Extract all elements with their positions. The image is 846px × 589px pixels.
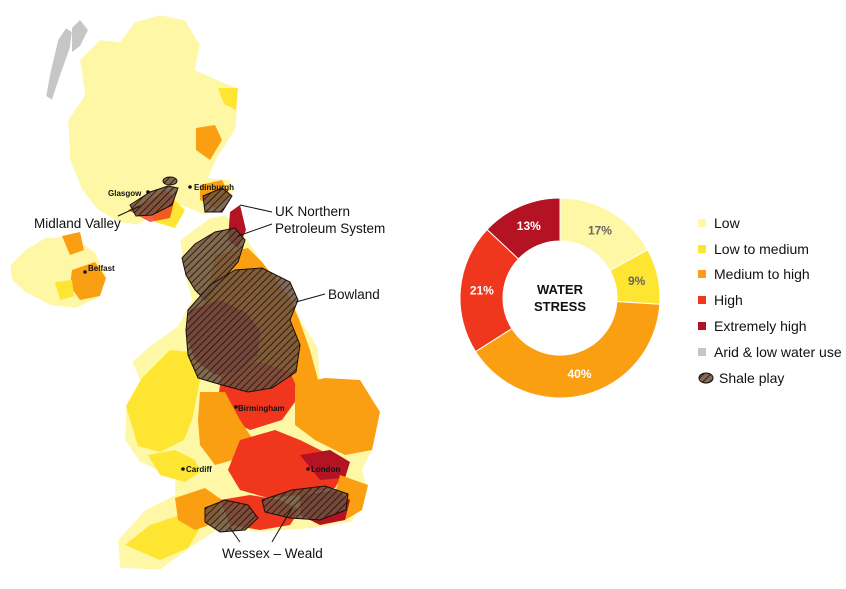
donut-label-low: 17% [588,223,612,237]
label-northern-petroleum-line1: UK Northern [275,204,350,219]
legend-item: Low to medium [698,236,842,262]
donut-slice-medium-to-high [474,301,661,399]
leader-northern-petroleum-1 [239,204,273,213]
region-ni-yellow [55,280,74,300]
label-bowland: Bowland [328,287,380,302]
legend-item-shale-play: Shale play [698,365,842,391]
shale-play-northern-petroleum-system [181,227,246,301]
legend-label: Medium to high [714,266,810,283]
legend: Low Low to medium Medium to high High Extrem… [698,210,842,391]
donut-label-extremely-high: 13% [517,219,541,233]
legend-swatch [698,244,706,253]
region-scotland-east-coast [218,88,238,110]
legend-label: Arid & low water use [714,343,842,360]
leader-midland-valley [117,205,141,217]
city-dot-belfast [83,270,87,274]
legend-item: Medium to high [698,262,842,288]
label-midland-valley: Midland Valley [34,216,121,231]
donut-label-medium-to-high: 40% [568,367,592,381]
shale-hatch-icon [698,372,714,384]
legend-swatch [698,296,706,305]
legend-item: Extremely high [698,313,842,339]
legend-label: Extremely high [714,318,807,335]
city-label-edinburgh: Edinburgh [194,183,234,192]
city-dot-cardiff [181,467,185,471]
region-wales-mid [126,350,200,452]
legend-label: Low to medium [714,240,809,257]
legend-item: High [698,287,842,313]
donut-center-line1: WATER [537,282,584,297]
donut-slice-extremely-high [486,197,561,260]
region-east-orange [295,378,380,455]
legend-item: Low [698,210,842,236]
leader-wessex-1 [229,527,241,543]
shale-play-wessex [204,499,259,533]
water-stress-donut-chart: 17% 9% 40% 21% 13% WATER STRESS [459,197,661,399]
leader-bowland [295,293,326,303]
region-ni-orange-2 [70,262,106,300]
donut-slices: 17% 9% 40% 21% 13% [459,197,661,399]
donut-label-low-to-medium: 9% [628,274,646,288]
city-label-glasgow: Glasgow [108,189,142,198]
legend-swatch [698,218,706,227]
leader-wessex-2 [271,507,293,543]
legend-swatch [698,322,706,331]
shale-play-midland-valley [129,185,179,217]
leader-northern-petroleum-2 [237,223,273,237]
city-label-cardiff: Cardiff [186,465,212,474]
city-dot-edinburgh [188,185,192,189]
region-east-red [228,430,345,498]
legend-swatch [698,347,706,356]
donut-center-line2: STRESS [534,299,586,314]
shale-play-midland-valley-east [202,187,233,213]
legend-swatch [698,270,706,279]
region-wales-south [148,450,200,482]
city-dot-glasgow [146,190,150,194]
label-northern-petroleum-line2: Petroleum System [275,221,385,236]
label-wessex-weald: Wessex – Weald [222,546,323,561]
city-label-belfast: Belfast [88,264,115,273]
legend-label: Low [714,214,740,231]
donut-label-high: 21% [470,284,494,298]
region-aberdeenshire [196,125,222,160]
legend-label-shale-play: Shale play [719,369,785,386]
region-london-dark [300,450,350,480]
city-label-birmingham: Birmingham [238,404,285,413]
city-dot-birmingham [234,405,238,409]
region-ni-orange-1 [62,232,84,255]
city-label-london: London [311,465,340,474]
shale-play-weald [261,485,349,521]
shale-play-bowland [185,267,301,393]
legend-label: High [714,292,743,309]
region-scotland-western-isles [45,27,73,101]
shale-play-midland-valley-small [162,176,178,186]
legend-item: Arid & low water use [698,339,842,365]
region-southwest-yellow [125,515,200,560]
region-scotland-grey-coast [72,20,88,52]
city-dot-london [306,467,310,471]
